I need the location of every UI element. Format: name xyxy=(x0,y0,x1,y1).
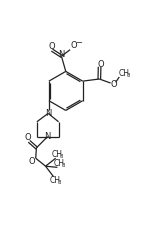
Text: N: N xyxy=(45,109,51,118)
Text: O: O xyxy=(28,157,35,166)
Text: O: O xyxy=(24,133,31,142)
Text: O: O xyxy=(110,80,117,89)
Text: CH: CH xyxy=(119,69,130,78)
Text: 3: 3 xyxy=(126,73,130,78)
Text: CH: CH xyxy=(54,159,65,168)
Text: O: O xyxy=(71,41,78,50)
Text: −: − xyxy=(76,38,83,47)
Text: 3: 3 xyxy=(59,154,63,159)
Text: O: O xyxy=(97,60,104,69)
Text: N: N xyxy=(58,50,65,59)
Text: 3: 3 xyxy=(61,163,65,168)
Text: CH: CH xyxy=(50,176,61,185)
Text: 3: 3 xyxy=(58,180,61,185)
Text: CH: CH xyxy=(52,150,63,159)
Text: O: O xyxy=(48,42,55,51)
Text: N: N xyxy=(45,132,51,141)
